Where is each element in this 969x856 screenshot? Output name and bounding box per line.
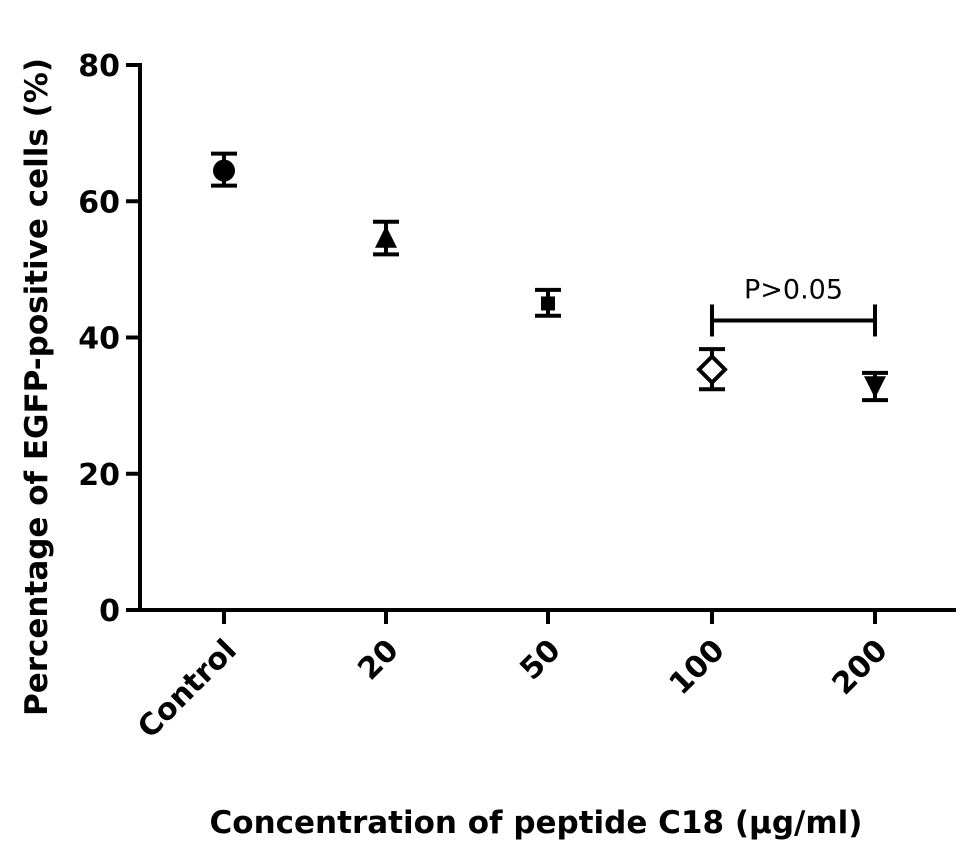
data-point-100 [696, 347, 728, 392]
data-point-20 [373, 219, 399, 257]
data-points [211, 151, 888, 403]
significance-annotation: P>0.05 [710, 274, 877, 337]
square-marker [541, 296, 555, 311]
diamond-marker [696, 353, 728, 386]
data-point-200 [862, 370, 888, 403]
x-tick-label: 50 [513, 633, 567, 687]
y-tick-label: 80 [78, 49, 120, 84]
data-point-50 [535, 287, 561, 318]
y-tick-label: 0 [99, 594, 120, 629]
y-tick-label: 60 [78, 185, 120, 220]
y-tick-label: 20 [78, 458, 120, 493]
circle-marker [213, 159, 235, 182]
y-ticks: 0 20 40 60 80 [78, 49, 140, 629]
data-point-control [211, 151, 237, 188]
axes [138, 63, 956, 612]
x-tick-label: 100 [663, 633, 732, 702]
triangle-up-marker [375, 225, 397, 248]
x-ticks: Control 20 50 100 200 [131, 610, 895, 745]
y-tick-label: 40 [78, 322, 120, 357]
significance-label: P>0.05 [744, 274, 843, 305]
x-axis-title: Concentration of peptide C18 (µg/ml) [210, 805, 863, 841]
y-axis-title: Percentage of EGFP-positive cells (%) [19, 58, 55, 716]
x-tick-label: Control [131, 633, 243, 745]
x-tick-label: 200 [826, 633, 895, 702]
triangle-down-marker [864, 376, 886, 399]
x-tick-label: 20 [351, 633, 405, 687]
